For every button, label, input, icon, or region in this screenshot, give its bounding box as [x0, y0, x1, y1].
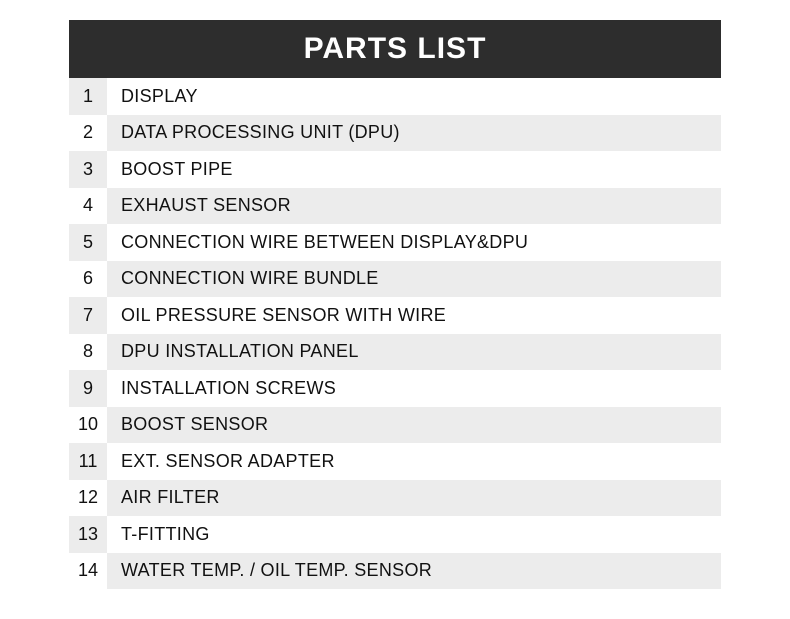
table-row: 2DATA PROCESSING UNIT (DPU) — [69, 115, 721, 152]
table-row: 8DPU INSTALLATION PANEL — [69, 334, 721, 371]
table-row: 7OIL PRESSURE SENSOR WITH WIRE — [69, 297, 721, 334]
row-number: 13 — [69, 516, 107, 553]
row-number: 2 — [69, 115, 107, 152]
row-part-name: BOOST PIPE — [109, 159, 721, 180]
row-part-name: INSTALLATION SCREWS — [109, 378, 721, 399]
row-number: 4 — [69, 188, 107, 225]
row-part-name: DISPLAY — [109, 86, 721, 107]
row-part-name: AIR FILTER — [109, 487, 721, 508]
table-row: 1DISPLAY — [69, 78, 721, 115]
table-row: 10BOOST SENSOR — [69, 407, 721, 444]
table-row: 3BOOST PIPE — [69, 151, 721, 188]
table-row: 11EXT. SENSOR ADAPTER — [69, 443, 721, 480]
row-part-name: CONNECTION WIRE BETWEEN DISPLAY&DPU — [109, 232, 721, 253]
parts-list-table: PARTS LIST 1DISPLAY2DATA PROCESSING UNIT… — [69, 20, 721, 589]
table-row: 9INSTALLATION SCREWS — [69, 370, 721, 407]
row-number: 8 — [69, 334, 107, 371]
row-part-name: OIL PRESSURE SENSOR WITH WIRE — [109, 305, 721, 326]
table-row: 6CONNECTION WIRE BUNDLE — [69, 261, 721, 298]
row-number: 9 — [69, 370, 107, 407]
row-number: 3 — [69, 151, 107, 188]
row-number: 6 — [69, 261, 107, 298]
row-part-name: DATA PROCESSING UNIT (DPU) — [109, 122, 721, 143]
table-title: PARTS LIST — [69, 20, 721, 78]
row-number: 14 — [69, 553, 107, 590]
table-row: 5CONNECTION WIRE BETWEEN DISPLAY&DPU — [69, 224, 721, 261]
table-row: 4EXHAUST SENSOR — [69, 188, 721, 225]
row-number: 11 — [69, 443, 107, 480]
row-number: 10 — [69, 407, 107, 444]
row-part-name: T-FITTING — [109, 524, 721, 545]
row-number: 7 — [69, 297, 107, 334]
table-row: 14WATER TEMP. / OIL TEMP. SENSOR — [69, 553, 721, 590]
table-body: 1DISPLAY2DATA PROCESSING UNIT (DPU)3BOOS… — [69, 78, 721, 589]
row-part-name: EXT. SENSOR ADAPTER — [109, 451, 721, 472]
row-number: 5 — [69, 224, 107, 261]
row-part-name: CONNECTION WIRE BUNDLE — [109, 268, 721, 289]
row-part-name: EXHAUST SENSOR — [109, 195, 721, 216]
table-row: 12AIR FILTER — [69, 480, 721, 517]
row-part-name: BOOST SENSOR — [109, 414, 721, 435]
row-number: 1 — [69, 78, 107, 115]
table-row: 13T-FITTING — [69, 516, 721, 553]
row-part-name: DPU INSTALLATION PANEL — [109, 341, 721, 362]
row-part-name: WATER TEMP. / OIL TEMP. SENSOR — [109, 560, 721, 581]
row-number: 12 — [69, 480, 107, 517]
